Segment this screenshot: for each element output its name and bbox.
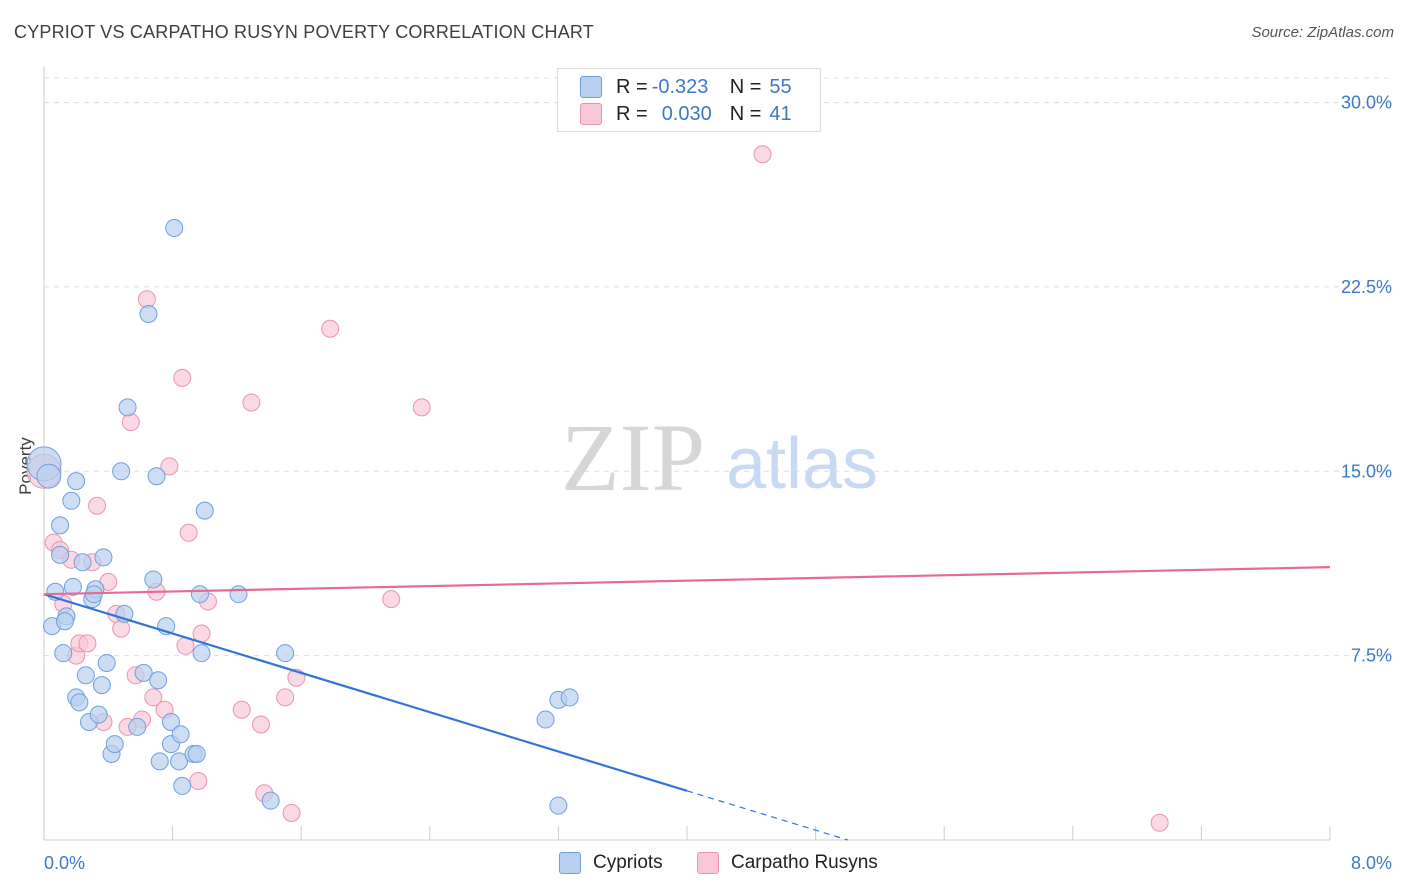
data-point-cypriots — [94, 548, 113, 567]
data-point-cypriots — [173, 776, 192, 795]
y-tick-label: 30.0% — [1341, 93, 1392, 113]
trend-lines — [43, 566, 1331, 841]
legend-swatch-blue — [580, 76, 602, 98]
legend-row-carpatho-rusyns: R = 0.030 N = 41 — [580, 102, 792, 126]
data-point-carpatho-rusyns — [88, 496, 107, 515]
data-point-cypriots — [51, 516, 70, 535]
data-point-cypriots — [536, 710, 555, 729]
legend-label: Carpatho Rusyns — [731, 852, 878, 873]
data-point-carpatho-rusyns — [78, 634, 97, 653]
data-point-carpatho-rusyns — [179, 523, 198, 542]
data-point-cypriots — [150, 752, 169, 771]
legend-swatch-blue — [559, 852, 581, 874]
data-point-cypriots — [97, 654, 116, 673]
data-point-carpatho-rusyns — [232, 700, 251, 719]
data-point-carpatho-rusyns — [1150, 813, 1169, 832]
x-tick-label: 8.0% — [1351, 853, 1392, 873]
data-point-cypriots — [560, 688, 579, 707]
data-point-carpatho-rusyns — [412, 398, 431, 417]
series-cypriots — [26, 218, 579, 815]
chart-title: CYPRIOT VS CARPATHO RUSYN POVERTY CORREL… — [14, 22, 594, 42]
data-point-cypriots — [128, 717, 147, 736]
data-point-cypriots — [549, 796, 568, 815]
data-point-cypriots — [89, 705, 108, 724]
trend-line-cypriots — [43, 593, 688, 792]
grid-lines — [44, 77, 1390, 657]
legend-item-cypriots[interactable]: Cypriots — [559, 852, 663, 874]
data-point-carpatho-rusyns — [112, 619, 131, 638]
data-point-carpatho-rusyns — [242, 393, 261, 412]
data-point-cypriots — [54, 644, 73, 663]
source-label: Source: ZipAtlas.com — [1251, 24, 1394, 41]
data-point-carpatho-rusyns — [276, 688, 295, 707]
data-point-cypriots — [55, 612, 74, 631]
data-point-cypriots — [229, 585, 248, 604]
data-point-cypriots — [187, 744, 206, 763]
data-point-carpatho-rusyns — [189, 772, 208, 791]
n-label: N = — [729, 102, 762, 125]
data-point-carpatho-rusyns — [753, 145, 772, 164]
data-point-cypriots — [36, 463, 62, 489]
n-label: N = — [729, 75, 762, 98]
data-point-cypriots — [62, 491, 81, 510]
data-point-cypriots — [70, 693, 89, 712]
r-label: R = — [616, 75, 648, 98]
data-point-cypriots — [76, 666, 95, 685]
data-point-carpatho-rusyns — [382, 590, 401, 609]
data-point-cypriots — [161, 713, 180, 732]
data-point-cypriots — [134, 663, 153, 682]
trend-line-carpatho-rusyns — [43, 566, 1331, 596]
data-point-carpatho-rusyns — [321, 319, 340, 338]
r-label: R = — [616, 102, 648, 125]
data-point-cypriots — [165, 218, 184, 237]
data-point-cypriots — [170, 752, 189, 771]
data-point-cypriots — [73, 553, 92, 572]
data-point-cypriots — [118, 398, 137, 417]
r-value: -0.323 — [651, 75, 709, 98]
n-value: 55 — [769, 75, 792, 98]
legend-label: Cypriots — [593, 852, 663, 873]
legend-row-cypriots: R = -0.323 N = 55 — [580, 75, 792, 99]
data-point-cypriots — [63, 577, 82, 596]
legend-item-carpatho-rusyns[interactable]: Carpatho Rusyns — [697, 852, 878, 874]
data-point-cypriots — [147, 467, 166, 486]
data-point-carpatho-rusyns — [282, 803, 301, 822]
legend-swatch-pink — [697, 852, 719, 874]
series-legend: Cypriots Carpatho Rusyns — [0, 850, 1406, 880]
tick-labels: 7.5% 15.0% 22.5% 30.0% 0.0% 8.0% — [44, 93, 1392, 873]
trend-line-cypriots-extension — [686, 790, 848, 841]
y-tick-label: 7.5% — [1351, 646, 1392, 666]
data-point-cypriots — [139, 304, 158, 323]
data-point-cypriots — [144, 570, 163, 589]
data-point-carpatho-rusyns — [144, 688, 163, 707]
data-point-cypriots — [190, 585, 209, 604]
data-point-cypriots — [105, 735, 124, 754]
r-value: 0.030 — [661, 102, 712, 125]
y-tick-label: 22.5% — [1341, 277, 1392, 297]
data-point-cypriots — [92, 676, 111, 695]
watermark-atlas: atlas — [726, 424, 878, 504]
x-tick-label: 0.0% — [44, 853, 85, 873]
data-point-cypriots — [112, 462, 131, 481]
data-point-carpatho-rusyns — [160, 457, 179, 476]
data-point-cypriots — [192, 644, 211, 663]
data-point-carpatho-rusyns — [121, 413, 140, 432]
data-point-cypriots — [276, 644, 295, 663]
data-point-cypriots — [171, 725, 190, 744]
data-point-cypriots — [149, 671, 168, 690]
correlation-legend: R = -0.323 N = 55 R = 0.030 N = 41 — [557, 68, 821, 132]
data-point-cypriots — [261, 791, 280, 810]
y-tick-label: 15.0% — [1341, 461, 1392, 481]
data-point-carpatho-rusyns — [252, 715, 271, 734]
data-point-cypriots — [67, 472, 86, 491]
watermark-zip: ZIP — [561, 404, 705, 511]
data-point-cypriots — [195, 501, 214, 520]
data-point-carpatho-rusyns — [173, 368, 192, 387]
watermark: ZIP atlas — [561, 404, 878, 511]
n-value: 41 — [769, 102, 792, 125]
data-point-cypriots — [51, 545, 70, 564]
legend-swatch-pink — [580, 103, 602, 125]
